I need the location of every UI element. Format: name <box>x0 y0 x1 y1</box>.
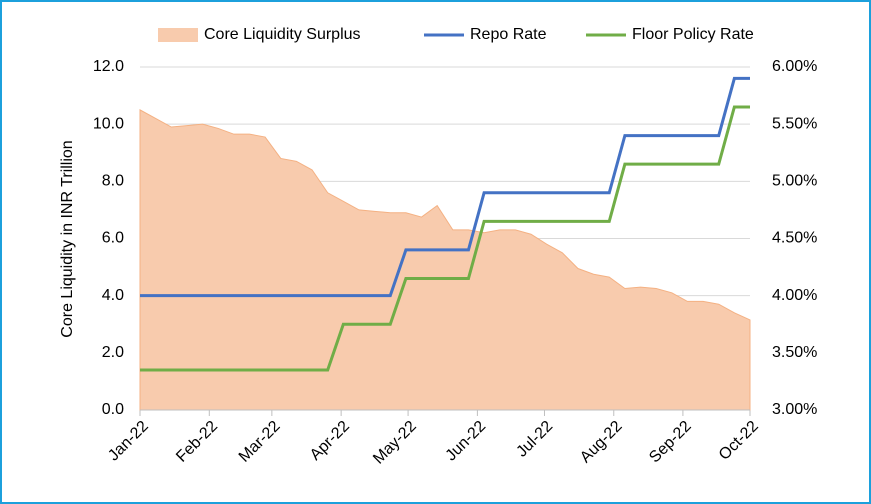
y2-tick-label: 3.00% <box>772 401 817 418</box>
y2-tick-label: 6.00% <box>772 58 817 75</box>
y2-tick-label: 5.00% <box>772 173 817 190</box>
line <box>140 76 750 298</box>
x-tick-label: Sep-22 <box>646 418 695 467</box>
y2-tick-label: 4.00% <box>772 287 817 304</box>
line <box>140 105 750 372</box>
x-tick-label: May-22 <box>370 418 420 468</box>
x-tick-label: Aug-22 <box>577 418 626 467</box>
y-tick-label: 0.0 <box>102 401 124 418</box>
y2-tick-label: 4.50% <box>772 230 817 247</box>
y-tick-label: 4.0 <box>102 287 124 304</box>
x-tick-label: Feb-22 <box>173 418 221 466</box>
y-tick-label: 8.0 <box>102 173 124 190</box>
y-tick-label: 12.0 <box>93 58 124 75</box>
x-tick-label: Apr-22 <box>307 418 353 464</box>
legend-label: Core Liquidity Surplus <box>204 26 361 43</box>
y-tick-label: 2.0 <box>102 344 124 361</box>
x-tick-label: Jan-22 <box>105 418 152 465</box>
y-tick-label: 6.0 <box>102 230 124 247</box>
y-tick-label: 10.0 <box>93 115 124 132</box>
x-tick-label: Jul-22 <box>513 418 556 461</box>
legend-swatch <box>158 28 198 42</box>
x-tick-label: Oct-22 <box>716 418 762 464</box>
y2-tick-label: 5.50% <box>772 115 817 132</box>
legend-label: Floor Policy Rate <box>632 26 754 43</box>
x-tick-label: Jun-22 <box>443 418 490 465</box>
area <box>139 109 751 411</box>
y2-tick-label: 3.50% <box>772 344 817 361</box>
x-tick-label: Mar-22 <box>236 418 284 466</box>
legend-label: Repo Rate <box>470 26 547 43</box>
y-axis-label: Core Liquidity in INR Trillion <box>59 140 76 337</box>
